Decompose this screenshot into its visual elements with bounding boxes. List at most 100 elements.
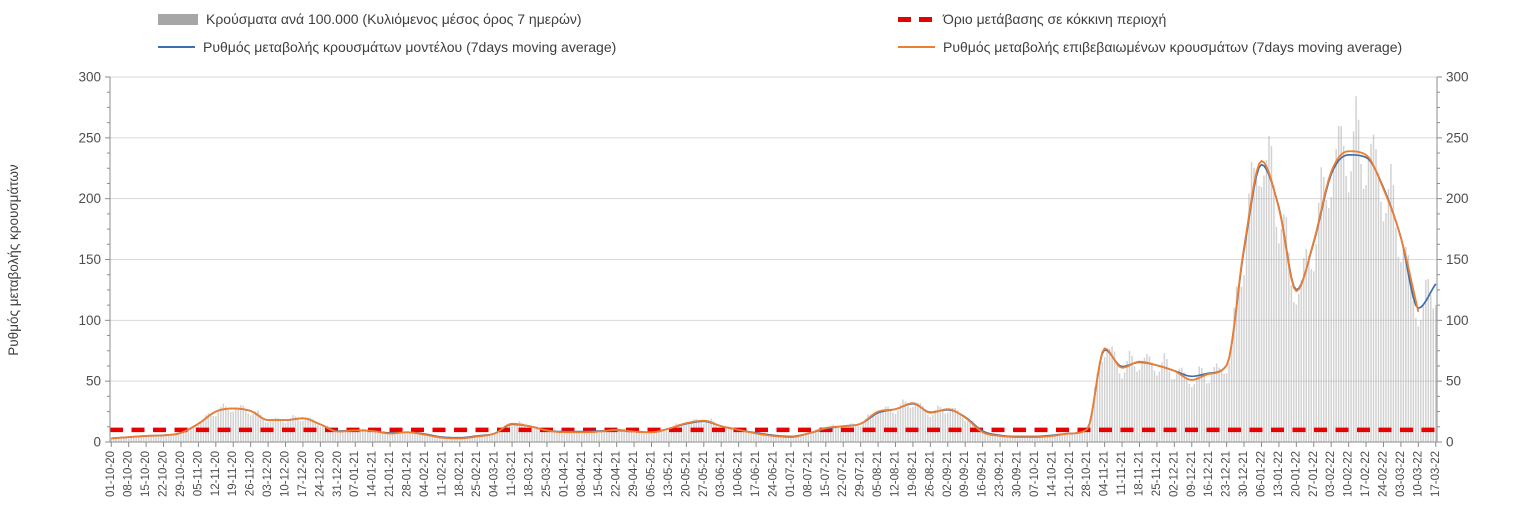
svg-text:27-01-22: 27-01-22 [1308,451,1320,497]
bars-layer [110,96,1437,443]
gridlines [110,76,1437,382]
svg-text:21-01-21: 21-01-21 [384,451,396,497]
svg-text:04-03-21: 04-03-21 [489,451,501,497]
svg-text:09-09-21: 09-09-21 [959,451,971,497]
legend-label-confirmed: Ρυθμός μεταβολής επιβεβαιωμένων κρουσμάτ… [943,39,1403,55]
axes [105,76,1442,447]
legend-label-bars: Κρούσματα ανά 100.000 (Κυλιόμενος μέσος … [206,11,582,27]
svg-text:10-12-20: 10-12-20 [280,451,292,497]
svg-text:04-02-21: 04-02-21 [419,451,431,497]
svg-text:150: 150 [78,252,101,267]
svg-text:24-12-20: 24-12-20 [314,451,326,497]
bars-swatch [158,13,198,25]
svg-text:05-08-21: 05-08-21 [872,451,884,497]
svg-text:28-01-21: 28-01-21 [402,451,414,497]
svg-text:01-04-21: 01-04-21 [558,451,570,497]
svg-text:250: 250 [1446,130,1469,145]
svg-text:08-07-21: 08-07-21 [802,451,814,497]
svg-text:03-06-21: 03-06-21 [715,451,727,497]
svg-text:0: 0 [1446,435,1454,450]
x-tick-labels: 01-10-20 08-10-20 15-10-20 22-10-20 29-10-20… [105,451,1442,497]
svg-text:17-12-20: 17-12-20 [297,451,309,497]
svg-text:100: 100 [78,313,101,328]
svg-text:12-11-20: 12-11-20 [210,451,222,496]
svg-text:22-04-21: 22-04-21 [611,451,623,497]
svg-text:11-02-21: 11-02-21 [436,451,448,496]
svg-text:24-06-21: 24-06-21 [768,451,780,497]
svg-text:27-05-21: 27-05-21 [698,451,710,497]
svg-text:04-11-21: 04-11-21 [1099,451,1111,496]
svg-text:22-10-20: 22-10-20 [158,451,170,497]
svg-text:29-04-21: 29-04-21 [628,451,640,497]
confirmed-line [111,150,1420,440]
svg-text:16-12-21: 16-12-21 [1203,451,1215,497]
legend-item-model: Ρυθμός μεταβολής κρουσμάτων μοντέλου (7d… [158,36,616,58]
legend-item-threshold: Όριο μετάβασης σε κόκκινη περιοχή [898,8,1166,30]
svg-text:20-05-21: 20-05-21 [680,451,692,497]
svg-text:19-08-21: 19-08-21 [907,451,919,497]
svg-text:50: 50 [1446,374,1461,389]
svg-text:11-11-21: 11-11-21 [1116,451,1128,495]
svg-text:16-09-21: 16-09-21 [977,451,989,497]
svg-text:150: 150 [1446,252,1469,267]
svg-text:14-10-21: 14-10-21 [1046,451,1058,497]
svg-text:06-05-21: 06-05-21 [646,451,658,497]
svg-text:14-01-21: 14-01-21 [367,451,379,497]
threshold-swatch [898,16,935,22]
svg-text:18-11-21: 18-11-21 [1133,451,1145,496]
svg-text:300: 300 [78,70,101,85]
svg-text:23-09-21: 23-09-21 [994,451,1006,497]
svg-text:200: 200 [78,191,101,206]
svg-text:15-04-21: 15-04-21 [593,451,605,497]
svg-text:01-10-20: 01-10-20 [105,451,117,497]
svg-text:02-12-21: 02-12-21 [1168,451,1180,497]
svg-text:22-07-21: 22-07-21 [837,451,849,497]
svg-text:18-02-21: 18-02-21 [454,451,466,497]
svg-text:25-11-21: 25-11-21 [1151,451,1163,496]
svg-text:100: 100 [1446,313,1469,328]
model-line-swatch [158,46,195,48]
svg-text:07-01-21: 07-01-21 [349,451,361,497]
svg-text:30-09-21: 30-09-21 [1011,451,1023,497]
svg-text:26-11-20: 26-11-20 [245,451,257,496]
legend-item-bars: Κρούσματα ανά 100.000 (Κυλιόμενος μέσος … [158,8,582,30]
svg-text:03-12-20: 03-12-20 [262,451,274,497]
svg-text:18-03-21: 18-03-21 [524,451,536,497]
svg-text:15-10-20: 15-10-20 [140,451,152,497]
svg-text:20-01-22: 20-01-22 [1290,451,1302,497]
svg-text:11-03-21: 11-03-21 [506,451,518,496]
svg-text:09-12-21: 09-12-21 [1186,451,1198,497]
svg-text:17-02-22: 17-02-22 [1360,451,1372,497]
svg-text:25-02-21: 25-02-21 [471,451,483,497]
legend-label-model: Ρυθμός μεταβολής κρουσμάτων μοντέλου (7d… [203,39,617,55]
svg-text:19-11-20: 19-11-20 [227,451,239,496]
svg-text:15-07-21: 15-07-21 [820,451,832,497]
svg-text:01-07-21: 01-07-21 [785,451,797,497]
svg-text:29-10-20: 29-10-20 [175,451,187,497]
svg-text:13-05-21: 13-05-21 [663,451,675,497]
svg-text:26-08-21: 26-08-21 [924,451,936,497]
legend-item-confirmed: Ρυθμός μεταβολής επιβεβαιωμένων κρουσμάτ… [898,36,1402,58]
svg-text:300: 300 [1446,70,1469,85]
svg-text:17-03-22: 17-03-22 [1430,451,1442,497]
svg-text:10-03-22: 10-03-22 [1412,451,1424,497]
svg-text:05-11-20: 05-11-20 [192,451,204,496]
svg-text:24-02-22: 24-02-22 [1377,451,1389,497]
svg-text:200: 200 [1446,191,1469,206]
svg-text:03-02-22: 03-02-22 [1325,451,1337,497]
svg-text:02-09-21: 02-09-21 [942,451,954,497]
svg-text:28-10-21: 28-10-21 [1081,451,1093,497]
svg-text:29-07-21: 29-07-21 [855,451,867,497]
svg-text:23-12-21: 23-12-21 [1221,451,1233,497]
svg-text:08-04-21: 08-04-21 [576,451,588,497]
svg-text:30-12-21: 30-12-21 [1238,451,1250,497]
svg-text:06-01-22: 06-01-22 [1255,451,1267,497]
svg-text:21-10-21: 21-10-21 [1064,451,1076,497]
svg-text:03-03-22: 03-03-22 [1395,451,1407,497]
svg-text:25-03-21: 25-03-21 [541,451,553,497]
svg-text:10-06-21: 10-06-21 [733,451,745,497]
svg-text:250: 250 [78,130,101,145]
svg-text:13-01-22: 13-01-22 [1273,451,1285,497]
